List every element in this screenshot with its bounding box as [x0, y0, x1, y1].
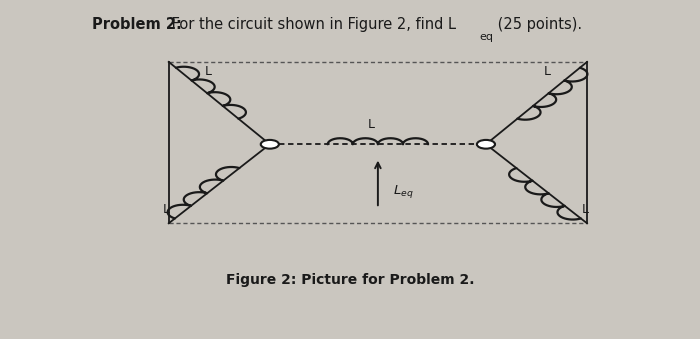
- Circle shape: [477, 140, 495, 149]
- Text: L: L: [368, 118, 374, 131]
- Text: L: L: [544, 65, 551, 78]
- Text: Figure 2: Picture for Problem 2.: Figure 2: Picture for Problem 2.: [225, 274, 475, 287]
- Text: $L_{eq}$: $L_{eq}$: [393, 183, 414, 200]
- Circle shape: [261, 140, 279, 149]
- Text: eq: eq: [479, 32, 493, 42]
- Text: Problem 2:: Problem 2:: [92, 17, 182, 32]
- Text: L: L: [205, 65, 212, 78]
- Text: L: L: [582, 203, 589, 216]
- Text: (25 points).: (25 points).: [493, 17, 582, 32]
- Text: For the circuit shown in Figure 2, find L: For the circuit shown in Figure 2, find …: [167, 17, 456, 32]
- Text: L: L: [163, 203, 170, 216]
